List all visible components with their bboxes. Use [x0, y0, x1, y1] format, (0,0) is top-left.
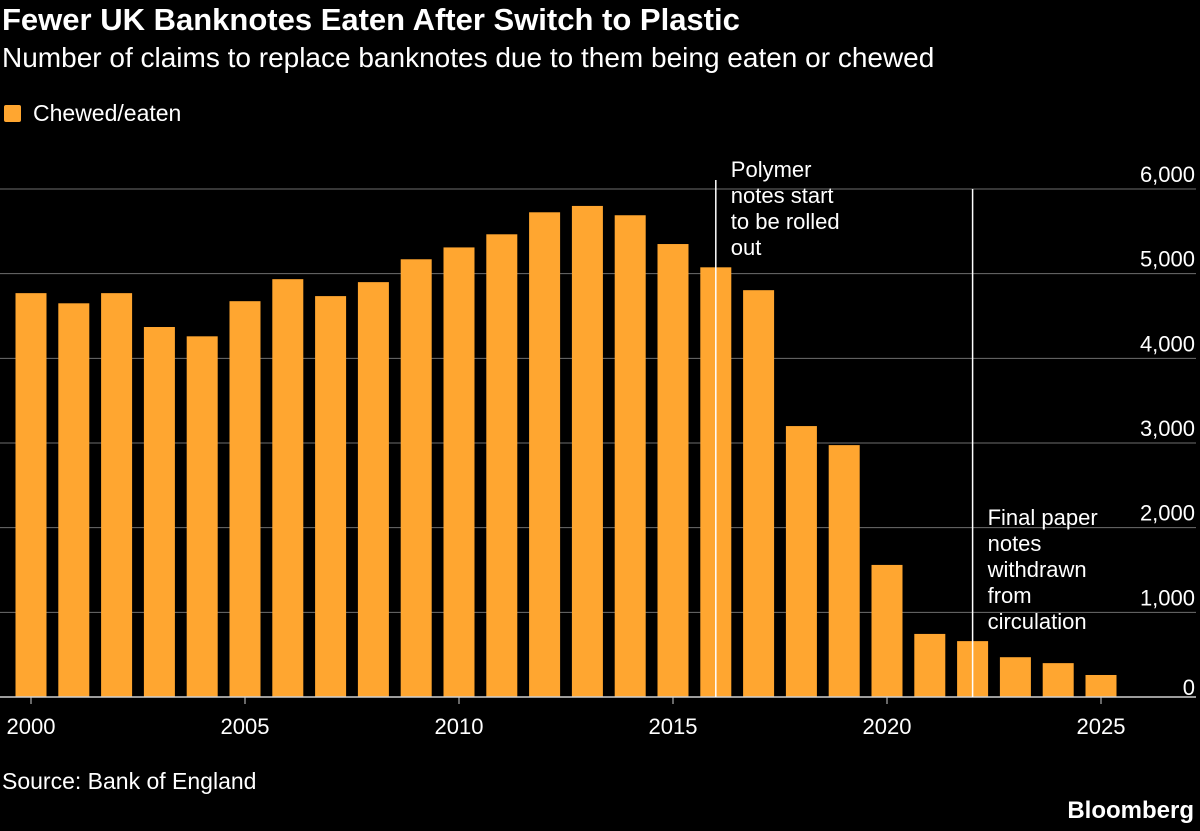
- bar-2015: [657, 244, 689, 698]
- bar-2007: [315, 296, 347, 697]
- source-note: Source: Bank of England: [2, 768, 257, 794]
- legend-swatch: [4, 105, 21, 122]
- bar-2003: [143, 327, 175, 697]
- bar-2019: [828, 445, 860, 697]
- legend-label: Chewed/eaten: [33, 100, 182, 126]
- bloomberg-logo: Bloomberg: [1067, 797, 1194, 824]
- bar-2009: [400, 259, 432, 697]
- x-tick-label: 2020: [863, 714, 912, 739]
- y-tick-label: 3,000: [1140, 416, 1195, 441]
- x-tick-label: 2005: [221, 714, 270, 739]
- x-tick-label: 2015: [649, 714, 698, 739]
- bar-2014: [614, 215, 646, 697]
- bar-2017: [743, 290, 775, 697]
- x-tick-label: 2000: [7, 714, 56, 739]
- bar-2012: [529, 212, 561, 698]
- bar-2005: [229, 301, 261, 697]
- y-tick-label: 6,000: [1140, 162, 1195, 187]
- x-tick-label: 2010: [435, 714, 484, 739]
- annotation-text: Polymer: [731, 157, 812, 182]
- chart-title: Fewer UK Banknotes Eaten After Switch to…: [2, 2, 740, 37]
- x-tick-label: 2025: [1077, 714, 1126, 739]
- bar-2004: [186, 336, 218, 697]
- bar-2000: [15, 293, 47, 697]
- bar-2001: [58, 303, 90, 697]
- bar-2010: [443, 247, 475, 698]
- bar-2025: [1085, 674, 1117, 697]
- annotation-text: out: [731, 235, 762, 260]
- bar-2021: [914, 633, 946, 697]
- annotation-text: to be rolled: [731, 209, 840, 234]
- y-tick-label: 0: [1183, 675, 1195, 700]
- bar-2002: [101, 293, 133, 697]
- annotation-text: notes start: [731, 183, 834, 208]
- bar-2024: [1042, 663, 1074, 697]
- legend: Chewed/eaten: [4, 100, 181, 127]
- annotation-text: circulation: [988, 609, 1087, 634]
- chart-subtitle: Number of claims to replace banknotes du…: [2, 42, 935, 73]
- bar-2013: [571, 205, 603, 697]
- bar-2020: [871, 564, 903, 697]
- annotation-text: from: [988, 583, 1032, 608]
- bar-2006: [272, 279, 304, 697]
- y-tick-label: 5,000: [1140, 247, 1195, 272]
- annotation-text: notes: [988, 531, 1042, 556]
- y-tick-label: 4,000: [1140, 331, 1195, 356]
- bar-2011: [486, 234, 518, 697]
- bar-2023: [999, 657, 1031, 697]
- annotation-text: Final paper: [988, 505, 1098, 530]
- y-tick-label: 1,000: [1140, 585, 1195, 610]
- y-tick-label: 2,000: [1140, 501, 1195, 526]
- annotation-text: withdrawn: [987, 557, 1087, 582]
- bar-2008: [357, 282, 389, 697]
- bar-2018: [785, 426, 817, 697]
